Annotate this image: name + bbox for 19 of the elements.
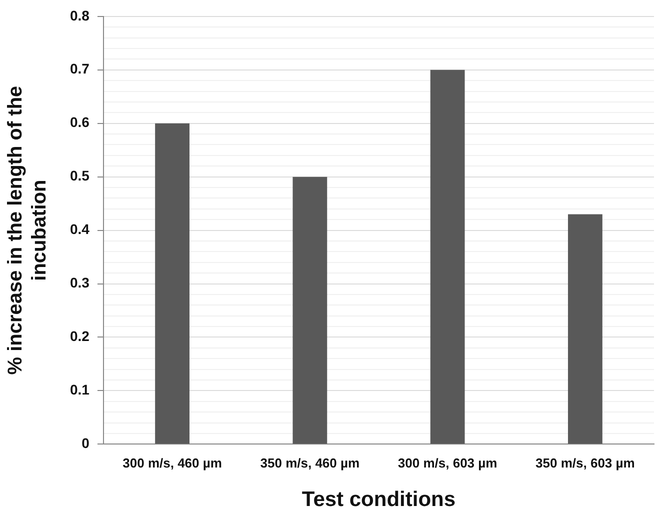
x-tick-label: 350 m/s, 460 µm <box>260 456 360 471</box>
y-axis-title: % increase in the length of the incubation <box>4 86 51 375</box>
bar <box>292 176 328 444</box>
y-tick-label: 0.1 <box>70 382 90 398</box>
y-tick-label: 0.3 <box>70 274 90 291</box>
y-tick-label: 0.8 <box>70 7 90 24</box>
x-tick-label: 300 m/s, 460 µm <box>122 456 222 471</box>
x-axis-title: Test conditions <box>302 488 456 512</box>
bar <box>568 214 602 444</box>
x-tick-label: 300 m/s, 603 µm <box>398 456 498 471</box>
y-tick-label: 0.4 <box>70 221 90 238</box>
bar <box>430 70 465 444</box>
y-tick-label: 0.5 <box>70 168 90 184</box>
y-tick-label: 0 <box>82 435 90 452</box>
y-tick-label: 0.7 <box>70 60 90 77</box>
x-tick-label: 350 m/s, 603 µm <box>536 456 635 471</box>
y-tick-label: 0.6 <box>70 114 90 130</box>
y-tick-label: 0.2 <box>70 328 90 344</box>
bar <box>155 123 190 444</box>
